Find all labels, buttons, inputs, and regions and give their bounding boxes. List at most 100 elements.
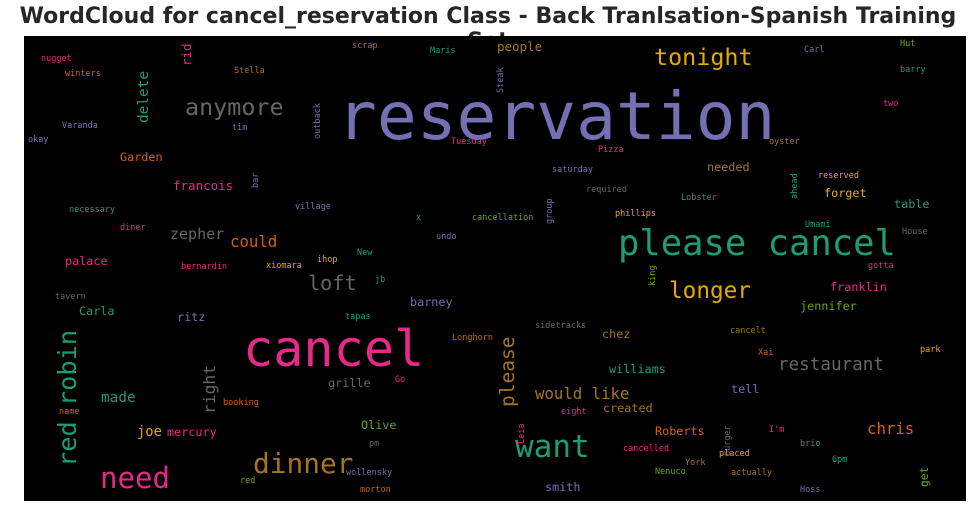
word-garden: Garden bbox=[120, 150, 163, 164]
word-park: park bbox=[920, 345, 941, 355]
word-placed: placed bbox=[719, 449, 750, 459]
word-winters: winters bbox=[65, 69, 101, 79]
word-jennifer: jennifer bbox=[800, 299, 857, 313]
word-restaurant: restaurant bbox=[778, 355, 884, 375]
word-pizza: Pizza bbox=[598, 145, 624, 155]
word-ahead: ahead bbox=[790, 173, 800, 199]
word-cancel: cancel bbox=[243, 319, 425, 378]
word-go: Go bbox=[395, 375, 406, 385]
word-smith: smith bbox=[545, 480, 581, 494]
word-6pm: 6pm bbox=[832, 455, 848, 465]
word-brio: brio bbox=[800, 439, 821, 449]
word-undo: undo bbox=[436, 232, 457, 242]
word-ihop: ihop bbox=[317, 255, 338, 265]
word-village: village bbox=[295, 202, 331, 212]
word-barry: barry bbox=[900, 65, 926, 75]
word-scrap: scrap bbox=[352, 41, 378, 51]
word-please-cancel: please cancel bbox=[618, 223, 896, 264]
word-forget: forget bbox=[824, 186, 867, 200]
word-barney: barney bbox=[410, 295, 453, 309]
word-carl: Carl bbox=[804, 45, 825, 55]
word-loft: loft bbox=[308, 271, 357, 295]
word-tuesday: Tuesday bbox=[451, 137, 487, 147]
word-hoss: Hoss bbox=[800, 485, 821, 495]
word-want: want bbox=[515, 429, 590, 465]
word-williams: williams bbox=[609, 362, 666, 376]
word-ritz: ritz bbox=[177, 310, 206, 324]
chart-title: WordCloud for cancel_reservation Class -… bbox=[19, 4, 957, 54]
word-booking: booking bbox=[223, 398, 259, 408]
word-two: two bbox=[883, 99, 899, 109]
word-xai: Xai bbox=[758, 348, 774, 358]
word-bar: bar bbox=[251, 172, 261, 188]
word-dinner: dinner bbox=[253, 447, 354, 480]
word-red-robin: red robin bbox=[53, 329, 82, 467]
word-x: x bbox=[416, 213, 422, 223]
word-would-like: would like bbox=[535, 384, 630, 403]
word-could: could bbox=[230, 232, 278, 251]
word-table: table bbox=[894, 197, 930, 211]
word-outback: outback bbox=[313, 103, 323, 139]
word-actually: actually bbox=[731, 468, 772, 478]
word-delete: delete bbox=[136, 71, 152, 123]
word-phillips: phillips bbox=[615, 209, 656, 219]
word-mercury: mercury bbox=[167, 425, 217, 439]
word-saturday: saturday bbox=[552, 165, 593, 175]
word-york: York bbox=[685, 458, 706, 468]
word-red: red bbox=[240, 476, 256, 486]
word-joe: joe bbox=[137, 424, 162, 440]
word-please: please bbox=[496, 336, 519, 407]
word-xiomara: xiomara bbox=[266, 261, 302, 271]
word-sidetracks: sidetracks bbox=[535, 321, 587, 331]
word-needed: needed bbox=[707, 160, 750, 174]
word-palace: palace bbox=[65, 254, 108, 268]
word-grille: grille bbox=[328, 376, 371, 390]
word-made: made bbox=[101, 390, 136, 406]
word-reservation: reservation bbox=[337, 78, 776, 155]
word-get: get bbox=[918, 466, 931, 487]
word-olive: Olive bbox=[361, 418, 397, 432]
word-new: New bbox=[357, 248, 373, 258]
word-morton: morton bbox=[360, 485, 391, 495]
word-nugget: nugget bbox=[41, 54, 72, 64]
word-zepher: zepher bbox=[170, 225, 225, 243]
word-right: right bbox=[200, 364, 219, 414]
word-people: people bbox=[497, 39, 543, 54]
word-cancelled: cancelled bbox=[623, 444, 670, 454]
word-name: name bbox=[59, 407, 80, 417]
word-tim: tim bbox=[232, 123, 248, 133]
word-i-m: I'm bbox=[769, 425, 785, 435]
word-eight: eight bbox=[561, 407, 587, 417]
word-cancelt: cancelt bbox=[730, 326, 766, 336]
word-tonight: tonight bbox=[654, 43, 753, 71]
word-wollensky: wollensky bbox=[346, 468, 393, 478]
word-created: created bbox=[603, 401, 653, 415]
word-chris: chris bbox=[867, 419, 915, 438]
word-need: need bbox=[100, 461, 171, 495]
word-oyster: oyster bbox=[769, 137, 800, 147]
word-bernardin: bernardin bbox=[181, 262, 228, 272]
word-rid: rid bbox=[179, 43, 194, 66]
word-steak: Steak bbox=[496, 67, 506, 93]
word-hut: Hut bbox=[900, 39, 916, 49]
word-okay: okay bbox=[28, 135, 49, 145]
word-jb: jb bbox=[375, 275, 386, 285]
word-lobster: Lobster bbox=[681, 193, 717, 203]
word-tavern: tavern bbox=[55, 292, 86, 302]
word-longhorn: Longhorn bbox=[452, 333, 493, 343]
word-tell: tell bbox=[731, 382, 760, 396]
word-cloud: reservation cancel please cancel want need di… bbox=[24, 36, 966, 501]
word-varanda: Varanda bbox=[62, 121, 98, 131]
word-leia: Leia bbox=[517, 423, 527, 444]
word-pm: pm bbox=[369, 439, 380, 449]
word-king: king bbox=[648, 265, 658, 286]
word-tapas: tapas bbox=[345, 312, 371, 322]
word-anymore: anymore bbox=[185, 93, 284, 121]
word-nenuco: Nenuco bbox=[655, 467, 686, 477]
word-francois: francois bbox=[173, 178, 234, 193]
word-required: required bbox=[586, 185, 627, 195]
word-reserved: reserved bbox=[818, 171, 859, 181]
word-maris: Maris bbox=[430, 46, 456, 56]
word-house: House bbox=[902, 227, 928, 237]
word-cancellation: cancellation bbox=[472, 213, 534, 223]
